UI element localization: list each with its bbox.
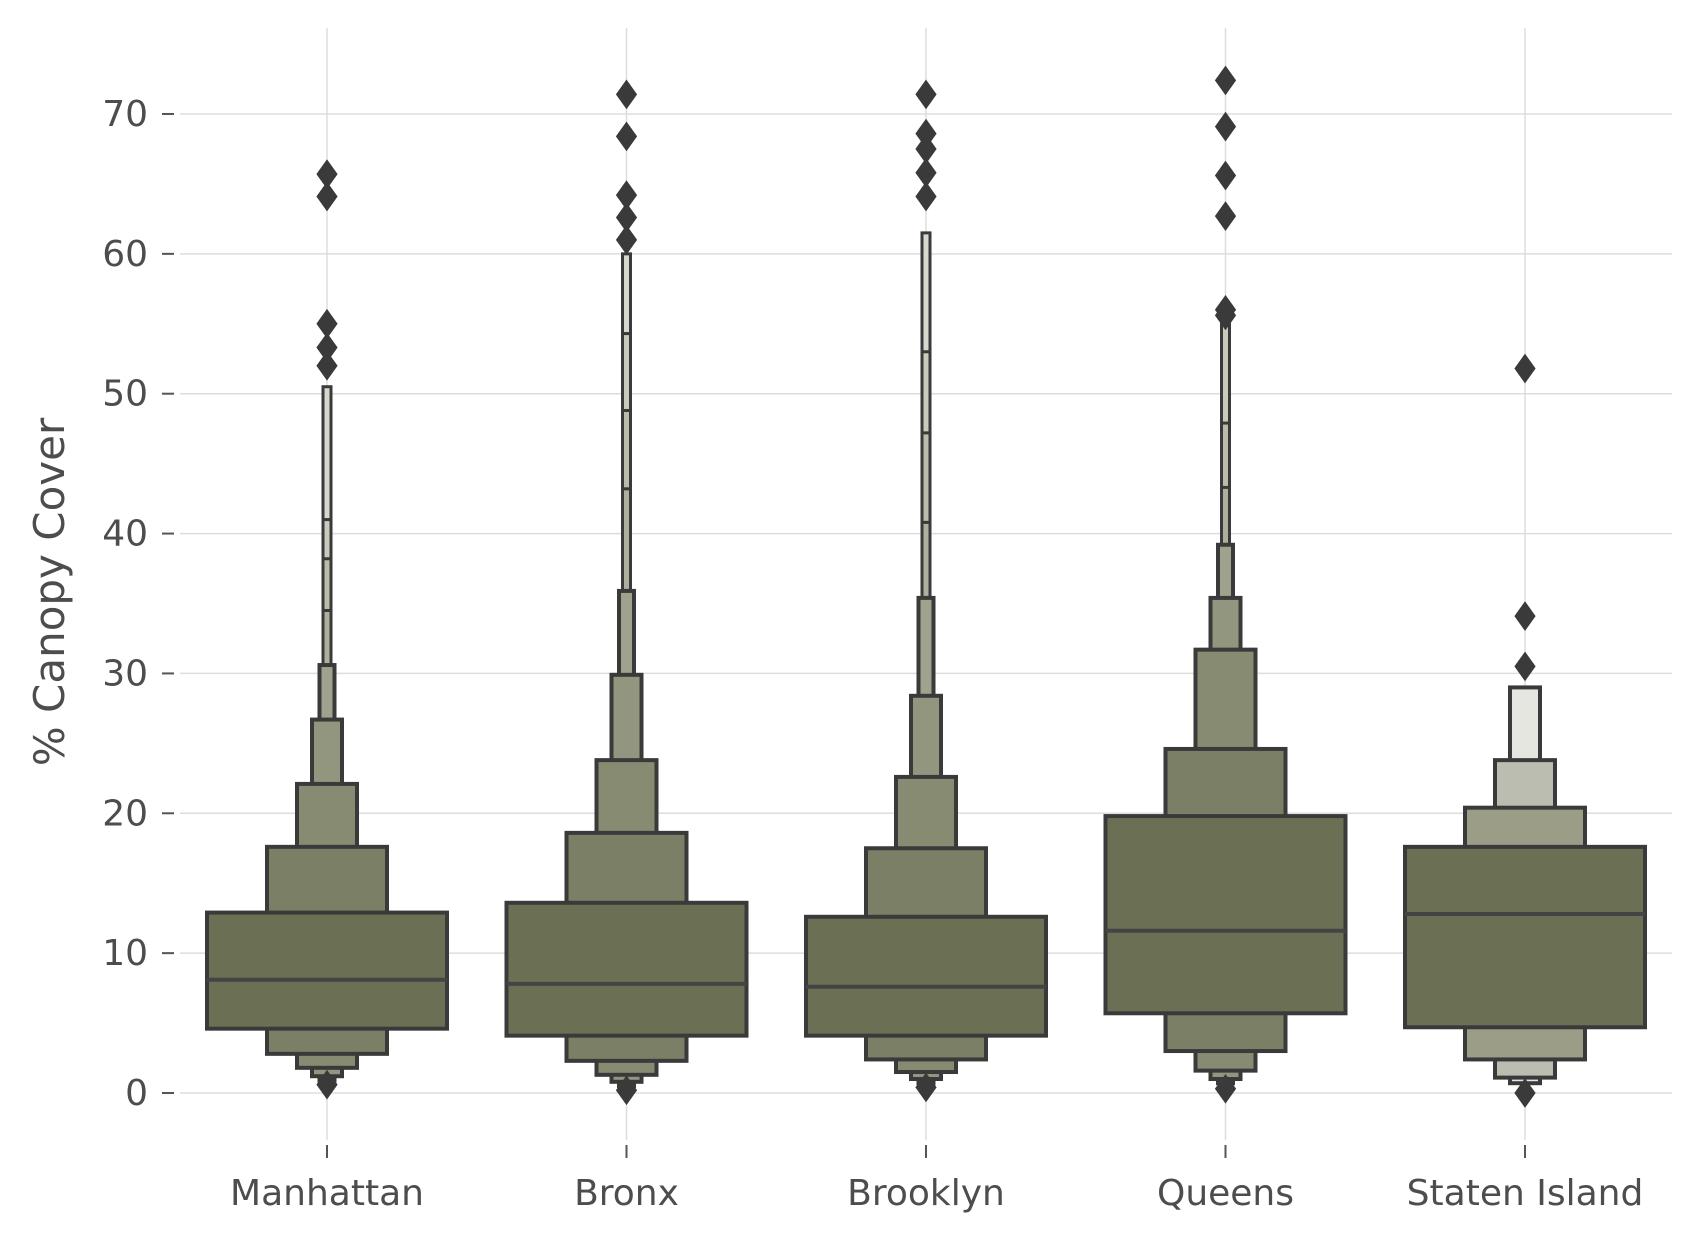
y-tick-label: 60 bbox=[102, 234, 148, 275]
outlier-point bbox=[1514, 601, 1536, 631]
x-tick-label: Brooklyn bbox=[847, 1173, 1005, 1214]
outlier-point bbox=[615, 79, 638, 110]
boxen-box bbox=[1403, 844, 1647, 1030]
boxen-plot-area bbox=[205, 65, 1647, 1108]
x-tick-label: Queens bbox=[1157, 1173, 1294, 1214]
outlier-point bbox=[1214, 201, 1237, 231]
x-tick-label: Manhattan bbox=[230, 1173, 424, 1214]
y-tick-label: 30 bbox=[102, 653, 148, 694]
boxen-staten-island bbox=[1403, 353, 1647, 1108]
y-tick-label: 40 bbox=[102, 514, 148, 555]
outlier-point bbox=[1514, 1078, 1536, 1108]
outlier-point bbox=[1514, 651, 1536, 682]
outlier-point bbox=[316, 1069, 338, 1100]
y-tick-label: 70 bbox=[102, 94, 148, 135]
outlier-point bbox=[915, 1072, 937, 1103]
y-axis-label: % Canopy Cover bbox=[25, 417, 74, 766]
boxen-manhattan bbox=[205, 159, 449, 1100]
outlier-point bbox=[615, 1075, 638, 1106]
outlier-point bbox=[915, 79, 937, 110]
boxen-brooklyn bbox=[804, 79, 1048, 1103]
outlier-point bbox=[316, 350, 338, 381]
outlier-point bbox=[1214, 1073, 1237, 1104]
outlier-point bbox=[316, 181, 338, 212]
y-tick-label: 20 bbox=[102, 793, 148, 834]
boxen-queens bbox=[1103, 65, 1348, 1104]
y-tick-label: 0 bbox=[125, 1073, 148, 1114]
outlier-point bbox=[615, 121, 638, 152]
boxen-box bbox=[205, 910, 449, 1031]
x-tick-label: Staten Island bbox=[1407, 1173, 1644, 1214]
y-axis: 0 10 20 30 40 50 60 70 bbox=[102, 94, 174, 1114]
boxen-bronx bbox=[504, 79, 749, 1106]
outlier-point bbox=[1514, 353, 1536, 384]
outlier-point bbox=[915, 181, 937, 212]
outlier-point bbox=[1214, 111, 1237, 142]
y-tick-label: 50 bbox=[102, 374, 148, 415]
y-tick-label: 10 bbox=[102, 933, 148, 974]
outlier-point bbox=[615, 225, 638, 255]
boxen-box bbox=[504, 900, 749, 1038]
outlier-point bbox=[1214, 160, 1237, 191]
x-axis: Manhattan Bronx Brooklyn Queens Staten Islan… bbox=[230, 1145, 1643, 1214]
x-tick-label: Bronx bbox=[574, 1173, 679, 1214]
outlier-point bbox=[1214, 65, 1237, 96]
outlier-point bbox=[1214, 300, 1237, 331]
boxen-box bbox=[804, 914, 1048, 1038]
boxen-box bbox=[1103, 814, 1348, 1016]
